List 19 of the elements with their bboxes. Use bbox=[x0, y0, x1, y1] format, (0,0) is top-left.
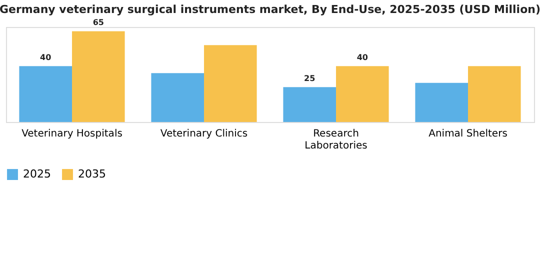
chart-title: Germany veterinary surgical instruments market, By End-Use, 2025-2035 (USD Million) bbox=[0, 3, 540, 16]
data-label: 40 bbox=[356, 53, 368, 62]
x-tick-label: Veterinary Clinics bbox=[160, 128, 248, 140]
data-label: 40 bbox=[40, 53, 52, 62]
data-label: 65 bbox=[92, 18, 104, 28]
bar bbox=[204, 45, 257, 122]
bar bbox=[151, 73, 204, 122]
data-label: 25 bbox=[304, 74, 316, 84]
bar bbox=[283, 87, 336, 122]
x-tick-label: Research Laboratories bbox=[304, 128, 368, 152]
legend-label: 2035 bbox=[78, 168, 106, 181]
bar bbox=[468, 66, 521, 122]
bar bbox=[19, 66, 72, 122]
bar bbox=[72, 31, 125, 122]
x-tick-label: Animal Shelters bbox=[428, 128, 508, 140]
bar bbox=[415, 82, 468, 122]
legend-label: 2025 bbox=[23, 168, 51, 181]
bar bbox=[336, 66, 389, 122]
x-tick-label: Veterinary Hospitals bbox=[22, 128, 122, 140]
